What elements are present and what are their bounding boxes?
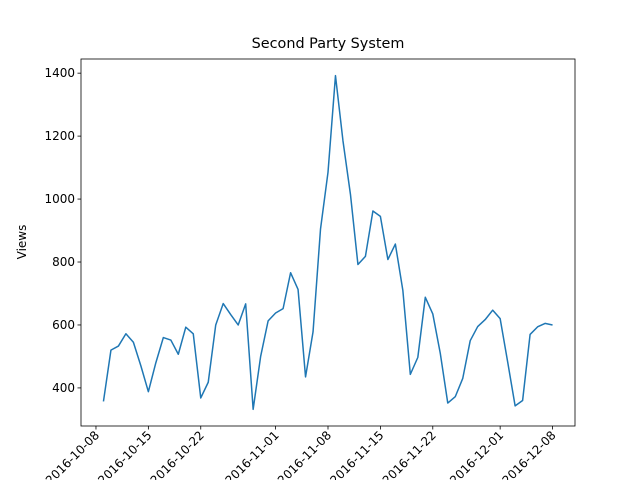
y-tick-label: 1400 bbox=[44, 66, 75, 80]
chart-title: Second Party System bbox=[252, 36, 405, 52]
y-tick-label: 800 bbox=[52, 255, 75, 269]
line bbox=[102, 74, 553, 411]
y-tick-label: 600 bbox=[52, 318, 75, 332]
y-tick-label: 1000 bbox=[44, 192, 75, 206]
y-tick-label: 1200 bbox=[44, 129, 75, 143]
y-axis-label: Views bbox=[15, 225, 29, 260]
plot-frame bbox=[80, 58, 576, 427]
y-tick-label: 400 bbox=[52, 381, 75, 395]
